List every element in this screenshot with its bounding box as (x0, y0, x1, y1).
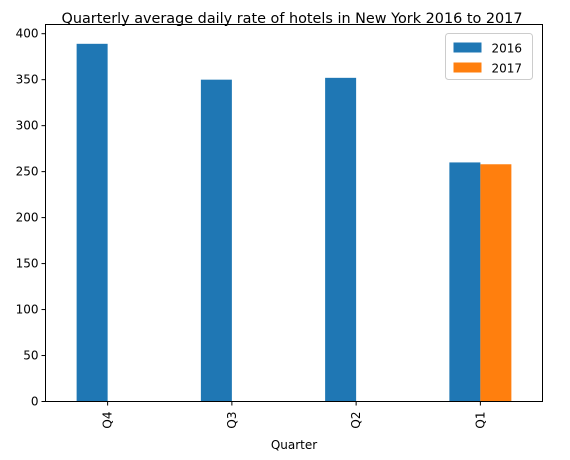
bar-2016-Q4 (76, 43, 108, 402)
x-axis-label: Quarter (271, 438, 317, 452)
legend-label-2017: 2017 (492, 62, 523, 76)
y-tick-label: 100 (16, 303, 39, 317)
y-tick-label: 300 (16, 119, 39, 133)
x-tick-label: Q1 (473, 412, 487, 429)
y-tick-label: 400 (16, 27, 39, 41)
x-tick-label: Q3 (225, 412, 239, 429)
bar-2017-Q1 (480, 164, 512, 402)
y-tick-label: 50 (23, 349, 38, 363)
legend: 2016 2017 (445, 33, 533, 80)
bar-2016-Q2 (325, 77, 357, 402)
chart-title: Quarterly average daily rate of hotels i… (62, 11, 523, 27)
x-tick-label: Q4 (101, 412, 115, 429)
y-tick-label: 200 (16, 211, 39, 225)
legend-swatch-2017 (453, 62, 482, 73)
x-tick-label: Q2 (349, 412, 363, 429)
legend-swatch-2016 (453, 42, 482, 53)
legend-label-2016: 2016 (492, 42, 523, 56)
y-tick-label: 350 (16, 73, 39, 87)
y-tick-label: 0 (31, 395, 39, 409)
bar-2016-Q3 (200, 79, 232, 402)
plot-frame (45, 24, 543, 402)
bar-2016-Q1 (449, 162, 481, 402)
y-tick-label: 150 (16, 257, 39, 271)
y-tick-label: 250 (16, 165, 39, 179)
